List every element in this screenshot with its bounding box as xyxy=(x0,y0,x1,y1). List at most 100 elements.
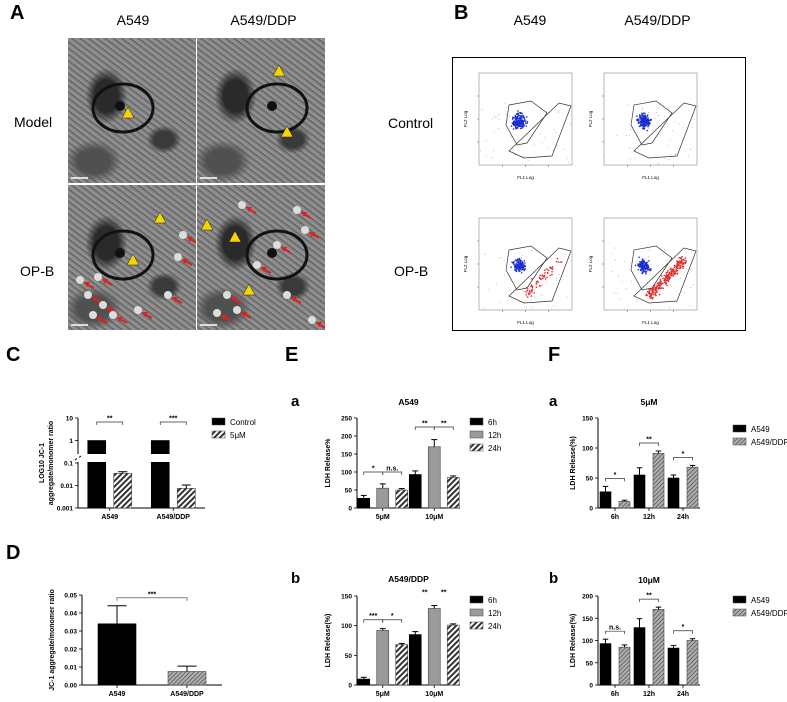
significance-bracket xyxy=(639,598,659,603)
significance-label: ** xyxy=(422,421,428,428)
bar-A549/DDP-12h xyxy=(652,453,665,509)
y-tick-label: 0.05 xyxy=(64,593,77,600)
legend-swatch xyxy=(732,595,747,604)
vacuole xyxy=(253,261,261,269)
panel-a-col-label: A549/DDP xyxy=(230,12,297,28)
vacuole xyxy=(308,316,316,324)
panel-b-row-label: OP-B xyxy=(394,263,429,279)
x-category-label: 12h xyxy=(643,691,655,698)
red-arrow-head xyxy=(231,297,237,302)
bar-A549-12h xyxy=(633,627,646,686)
bar-A549/DDP-6h xyxy=(618,646,631,686)
legend-swatch xyxy=(469,621,484,630)
y-axis-label: LOG10 JC-1 xyxy=(39,443,46,483)
vacuole xyxy=(84,291,92,299)
nucleolus xyxy=(115,101,125,111)
red-arrow-head xyxy=(117,317,123,322)
y-tick-label: 0.04 xyxy=(64,611,77,618)
significance-bracket xyxy=(382,619,403,623)
legend-label: A549 xyxy=(751,596,770,605)
em-image-a549ddp-opb xyxy=(197,185,325,330)
y-tick-label: 0.001 xyxy=(57,506,74,513)
chart-title: 10μM xyxy=(638,575,660,585)
bar-Control-A549 xyxy=(87,440,107,509)
red-arrow-head xyxy=(172,297,178,302)
y-tick-label: 0.1 xyxy=(64,461,73,468)
significance-bracket xyxy=(639,442,659,446)
axis-break-icon xyxy=(74,455,82,461)
y-tick-label: 250 xyxy=(341,416,352,423)
legend-swatch xyxy=(469,443,484,452)
significance-bracket xyxy=(673,457,693,461)
vacuole xyxy=(273,241,281,249)
legend-swatch xyxy=(732,608,747,617)
yellow-triangle-marker xyxy=(153,211,167,224)
y-tick-label: 0 xyxy=(348,506,352,513)
significance-bracket xyxy=(414,426,435,430)
significance-bracket xyxy=(363,619,384,623)
legend-label: 5μM xyxy=(230,431,246,440)
panel-b-col-label: A549 xyxy=(513,12,547,28)
significance-label: *** xyxy=(369,613,377,620)
bar-A549-6h xyxy=(599,643,612,686)
y-tick-label: 0 xyxy=(589,683,593,690)
significance-label: *** xyxy=(148,591,156,598)
vacuole xyxy=(89,311,97,319)
panel-label-e: E xyxy=(285,344,299,366)
y-axis-label: LDH Release(%) xyxy=(570,436,577,490)
panel-a-col-label: A549 xyxy=(116,12,150,28)
legend-swatch xyxy=(732,437,747,446)
bar-A549-6h xyxy=(599,491,612,509)
x-category-label: 5μM xyxy=(376,514,390,521)
nucleus-outline xyxy=(91,82,155,134)
vacuole xyxy=(223,291,231,299)
y-tick-label: 150 xyxy=(341,452,352,459)
significance-bracket xyxy=(605,478,625,482)
significance-label: ** xyxy=(441,421,447,428)
red-arrow-head xyxy=(309,232,315,237)
panel-label-c: C xyxy=(6,344,21,366)
legend-label: A549/DDP xyxy=(751,609,787,618)
legend-swatch xyxy=(469,595,484,604)
bar-A549/DDP-12h xyxy=(652,609,665,686)
y-axis-label: aggregate/monomer ratio xyxy=(48,421,55,505)
legend-swatch xyxy=(211,417,226,426)
bar-12h-5μM xyxy=(376,630,390,686)
legend-label: Control xyxy=(230,418,256,427)
significance-label: ** xyxy=(441,590,447,597)
red-arrow-head xyxy=(291,297,297,302)
vacuole xyxy=(94,273,102,281)
panel-label-a: A xyxy=(10,2,25,24)
x-category-label: A549 xyxy=(101,514,118,521)
y-axis-label: JC-1 aggregate/monomer ratio xyxy=(49,589,56,691)
y-tick-label: 50 xyxy=(586,476,594,483)
axis-break-gap xyxy=(77,454,79,462)
vacuole xyxy=(283,291,291,299)
significance-label: ** xyxy=(107,416,113,423)
yellow-triangle-marker xyxy=(200,218,214,231)
y-tick-label: 0 xyxy=(589,506,593,513)
y-tick-label: 100 xyxy=(582,638,593,645)
x-category-label: 24h xyxy=(677,691,689,698)
legend-label: 6h xyxy=(488,596,497,605)
bar-12h-5μM xyxy=(376,487,390,509)
y-tick-label: 0.02 xyxy=(64,647,77,654)
yellow-triangle-marker xyxy=(126,253,140,266)
bar-5μM-A549 xyxy=(113,472,133,509)
y-tick-label: 0.03 xyxy=(64,629,77,636)
panel-a-row-label: Model xyxy=(14,114,53,130)
legend-swatch xyxy=(732,424,747,433)
red-arrow-head xyxy=(221,315,227,320)
axis-break-gap xyxy=(86,454,107,462)
bar-24h-5μM xyxy=(395,489,409,509)
red-arrow-head xyxy=(246,207,252,212)
y-axis-label: LDH Release(%) xyxy=(570,614,577,668)
panel-b-col-label: A549/DDP xyxy=(624,12,691,28)
yellow-triangle-marker xyxy=(121,106,135,119)
nucleus-outline xyxy=(91,229,155,281)
x-category-label: 10μM xyxy=(425,514,443,521)
red-arrow-head xyxy=(97,317,103,322)
bar-A549-12h xyxy=(633,474,646,509)
significance-bracket xyxy=(433,426,454,430)
y-axis-label: LDH Release% xyxy=(325,438,332,488)
